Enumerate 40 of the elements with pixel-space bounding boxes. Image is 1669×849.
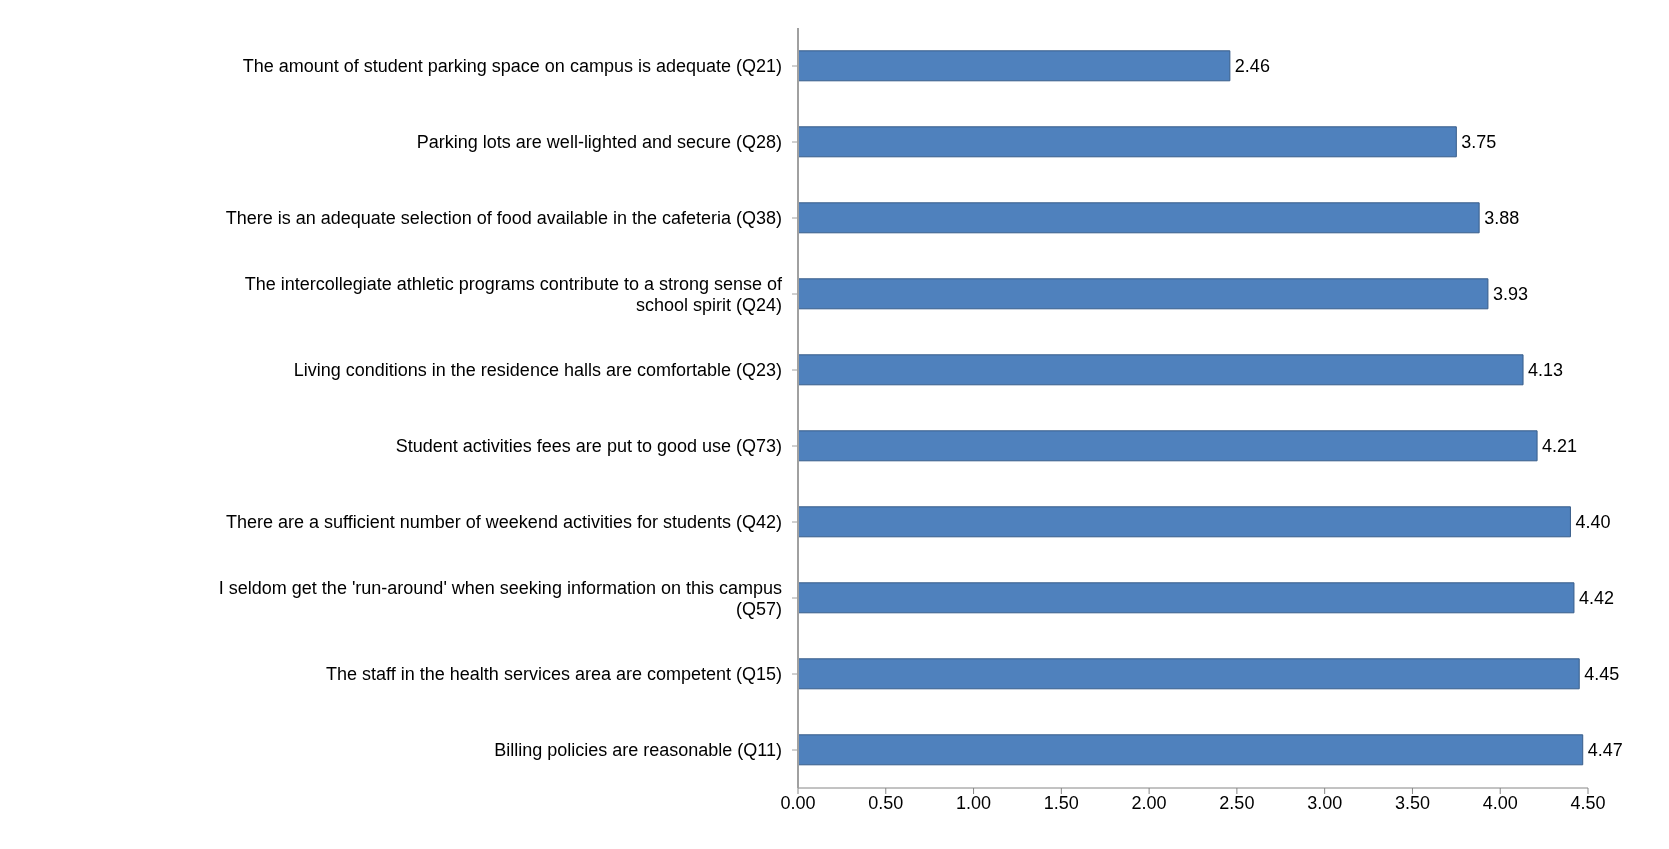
bar	[798, 202, 1480, 234]
y-tick-label: There are a sufficient number of weekend activities for students (Q42)	[226, 512, 782, 532]
data-label: 4.45	[1584, 664, 1620, 685]
y-tick-label: The staff in the health services area are competent (Q15)	[326, 664, 782, 684]
y-tick-label: The amount of student parking space on campus is adequate (Q21)	[242, 56, 782, 76]
bar	[798, 430, 1538, 462]
x-tick-label: 3.00	[1307, 792, 1343, 813]
x-tick-label: 0.00	[780, 792, 816, 813]
data-label: 3.75	[1461, 132, 1497, 153]
x-tick-label: 0.50	[868, 792, 904, 813]
x-tick-label: 1.00	[956, 792, 992, 813]
bar	[798, 354, 1524, 386]
bar	[798, 582, 1575, 614]
data-label: 3.93	[1492, 284, 1528, 305]
bar	[798, 506, 1571, 538]
data-label: 4.21	[1542, 436, 1578, 457]
data-label: 3.88	[1484, 208, 1520, 229]
y-tick-label: Living conditions in the residence halls are comfortable (Q23)	[293, 360, 782, 380]
x-tick-label: 2.00	[1131, 792, 1167, 813]
data-label: 4.13	[1528, 360, 1564, 381]
x-tick-label: 2.50	[1219, 792, 1255, 813]
y-tick-label: I seldom get the 'run-around' when seeking information on this campus (Q57)	[218, 577, 782, 619]
x-tick-label: 4.50	[1570, 792, 1606, 813]
y-tick-label: Parking lots are well-lighted and secure (Q28)	[416, 132, 782, 152]
y-tick-label: There is an adequate selection of food available in the cafeteria (Q38)	[225, 208, 782, 228]
data-label: 4.47	[1587, 740, 1623, 761]
data-label: 4.40	[1575, 512, 1611, 533]
y-tick-label: Student activities fees are put to good use (Q73)	[395, 436, 782, 456]
y-tick-label: The intercollegiate athletic programs contribute to a strong sense of school spirit (Q24)	[244, 273, 783, 315]
data-label: 4.42	[1578, 588, 1614, 609]
data-label: 2.46	[1234, 56, 1270, 77]
bar	[798, 734, 1584, 766]
x-tick-label: 4.00	[1482, 792, 1518, 813]
bar	[798, 50, 1231, 82]
bar	[798, 658, 1580, 690]
y-tick-label: Billing policies are reasonable (Q11)	[494, 740, 782, 760]
x-tick-label: 3.50	[1394, 792, 1430, 813]
bar	[798, 126, 1457, 158]
x-tick-label: 1.50	[1043, 792, 1079, 813]
bar	[798, 278, 1489, 310]
